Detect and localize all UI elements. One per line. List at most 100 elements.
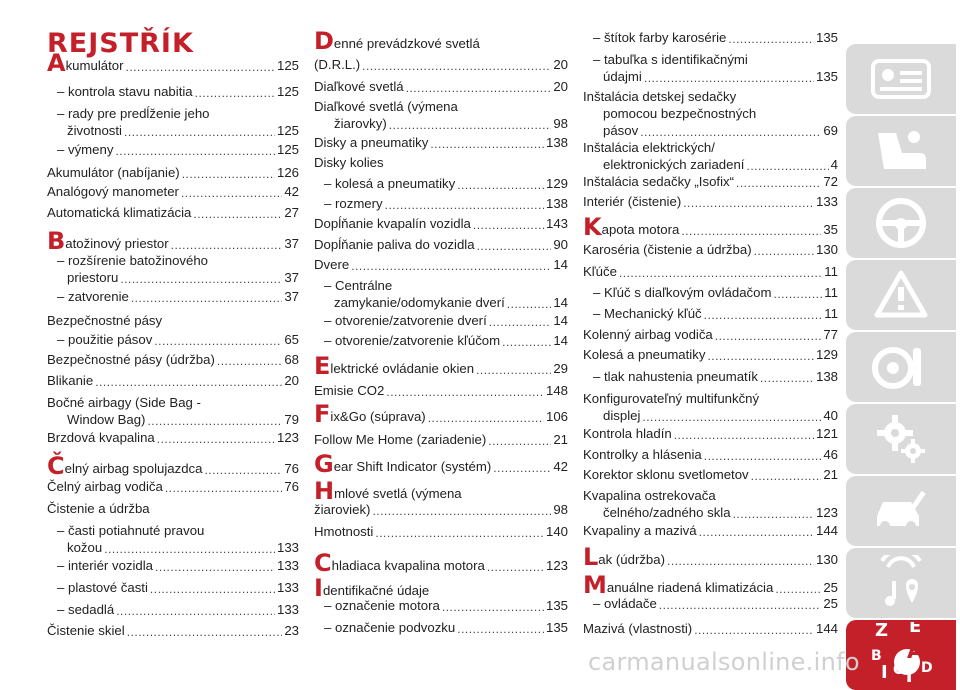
- index-entry[interactable]: Akumulátor 125: [47, 51, 299, 75]
- index-entry[interactable]: – tlak nahustenia pneumatík 138: [583, 369, 838, 385]
- index-entry[interactable]: Kontrolky a hlásenia 46: [583, 447, 838, 463]
- index-entry[interactable]: Dvere 14: [314, 257, 568, 273]
- index-entry[interactable]: Kolenný airbag vodiča 77: [583, 327, 838, 343]
- index-entry[interactable]: – plastové časti 133: [47, 580, 299, 596]
- chapter-tab[interactable]: [846, 116, 956, 186]
- page-number: 14: [553, 313, 568, 328]
- chapter-tab[interactable]: [846, 260, 956, 330]
- index-entry[interactable]: Fix&Go (súprava) 106: [314, 402, 568, 426]
- index-entry[interactable]: čelného/zadného skla 123: [583, 505, 838, 521]
- index-entry[interactable]: (D.R.L.) 20: [314, 57, 568, 73]
- tire-service-icon: [871, 342, 931, 392]
- index-entry[interactable]: Brzdová kvapalina 123: [47, 430, 299, 446]
- chapter-tab[interactable]: [846, 548, 956, 618]
- chapter-tab[interactable]: [846, 404, 956, 474]
- index-initial-letter: H: [314, 477, 335, 505]
- index-entry[interactable]: Analógový manometer 42: [47, 184, 299, 200]
- steering-wheel-icon: [874, 196, 928, 250]
- index-entry[interactable]: Window Bag) 79: [47, 412, 299, 428]
- index-entry[interactable]: – použitie pásov 65: [47, 332, 299, 348]
- index-entry[interactable]: žiaroviek) 98: [314, 502, 568, 518]
- chapter-tab[interactable]: [846, 476, 956, 546]
- index-entry[interactable]: elektronických zariadení 4: [583, 157, 838, 173]
- index-entry[interactable]: – štítok farby karosérie 135: [583, 30, 838, 46]
- index-entry[interactable]: priestoru 37: [47, 270, 299, 286]
- index-entry-text: Kvapaliny a mazivá: [583, 523, 697, 538]
- index-entry[interactable]: – rozmery 138: [314, 196, 568, 212]
- index-entry[interactable]: Čelný airbag spolujazdca 76: [47, 454, 299, 478]
- page-number: 35: [823, 222, 838, 237]
- index-entry[interactable]: Kľúče 11: [583, 264, 838, 280]
- index-entry[interactable]: Korektor sklonu svetlometov 21: [583, 467, 838, 483]
- index-entry[interactable]: Dopĺňanie kvapalín vozidla 143: [314, 216, 568, 232]
- index-entry-text: – interiér vozidla: [57, 558, 154, 573]
- index-entry[interactable]: – výmeny 125: [47, 142, 299, 158]
- index-entry[interactable]: – interiér vozidla 133: [47, 558, 299, 574]
- index-entry[interactable]: displej 40: [583, 408, 838, 424]
- index-entry[interactable]: zamykanie/odomykanie dverí 14: [314, 295, 568, 311]
- index-entry[interactable]: – sedadlá 133: [47, 602, 299, 618]
- page-number: 125: [276, 123, 299, 138]
- index-entry[interactable]: – označenie podvozku 135: [314, 620, 568, 636]
- index-entry[interactable]: Čistenie a údržba: [47, 501, 299, 517]
- index-entry[interactable]: Karoséria (čistenie a údržba) 130: [583, 242, 838, 258]
- page-number: 37: [284, 236, 299, 251]
- index-entry[interactable]: Kolesá a pneumatiky 129: [583, 347, 838, 363]
- index-entry[interactable]: – zatvorenie 37: [47, 289, 299, 305]
- index-entry[interactable]: – Kľúč s diaľkovým ovládačom 11: [583, 285, 838, 301]
- index-entry[interactable]: pásov 69: [583, 123, 838, 139]
- index-entry[interactable]: žiarovky) 98: [314, 116, 568, 132]
- index-entry[interactable]: Čelný airbag vodiča 76: [47, 479, 299, 495]
- dot-leader: [659, 598, 822, 612]
- index-entry[interactable]: Lak (údržba) 130: [583, 545, 838, 569]
- index-entry[interactable]: údajmi 135: [583, 69, 838, 85]
- index-entry[interactable]: – otvorenie/zatvorenie kľúčom 14: [314, 333, 568, 349]
- index-entry[interactable]: – otvorenie/zatvorenie dverí 14: [314, 313, 568, 329]
- index-entry[interactable]: Emisie CO2 148: [314, 383, 568, 399]
- index-entry[interactable]: – Mechanický kľúč 11: [583, 306, 838, 322]
- index-entry[interactable]: Inštalácia sedačky „Isofix“ 72: [583, 174, 838, 190]
- index-entry[interactable]: Interiér (čistenie) 133: [583, 194, 838, 210]
- index-entry[interactable]: Diaľkové svetlá 20: [314, 79, 568, 95]
- index-entry[interactable]: – kolesá a pneumatiky 129: [314, 176, 568, 192]
- index-entry[interactable]: Kontrola hladín 121: [583, 426, 838, 442]
- index-entry[interactable]: Čistenie skiel 23: [47, 623, 299, 639]
- page-number: 11: [824, 285, 838, 300]
- index-entry[interactable]: – označenie motora 135: [314, 598, 568, 614]
- chapter-tab[interactable]: [846, 332, 956, 402]
- index-entry[interactable]: – ovládače 25: [583, 596, 838, 612]
- index-entry[interactable]: Bezpečnostné pásy: [47, 313, 299, 329]
- dot-leader: [95, 375, 282, 389]
- index-entry[interactable]: Mazivá (vlastnosti) 144: [583, 621, 838, 637]
- index-entry[interactable]: Automatická klimatizácia 27: [47, 205, 299, 221]
- index-entry[interactable]: životnosti 125: [47, 123, 299, 139]
- index-entry[interactable]: Hmotnosti 140: [314, 524, 568, 540]
- index-entry-text: – sedadlá: [57, 602, 115, 617]
- page-number: 20: [284, 373, 299, 388]
- index-entry[interactable]: Bezpečnostné pásy (údržba) 68: [47, 352, 299, 368]
- index-entry[interactable]: Disky kolies: [314, 155, 568, 171]
- dot-leader: [375, 526, 544, 540]
- index-entry-text: Inštalácia detskej sedačky: [583, 89, 737, 104]
- index-entry[interactable]: – kontrola stavu nabitia 125: [47, 84, 299, 100]
- index-entry[interactable]: Kvapaliny a mazivá 144: [583, 523, 838, 539]
- index-entry[interactable]: kožou 133: [47, 540, 299, 556]
- index-entry[interactable]: Follow Me Home (zariadenie) 21: [314, 432, 568, 448]
- index-entry[interactable]: Akumulátor (nabíjanie) 126: [47, 165, 299, 181]
- chapter-tab[interactable]: [846, 44, 956, 114]
- chapter-tab[interactable]: [846, 188, 956, 258]
- page-number: 130: [815, 552, 838, 567]
- index-entry[interactable]: Dopĺňanie paliva do vozidla 90: [314, 237, 568, 253]
- index-entry[interactable]: Disky a pneumatiky 138: [314, 135, 568, 151]
- index-entry[interactable]: Blikanie 20: [47, 373, 299, 389]
